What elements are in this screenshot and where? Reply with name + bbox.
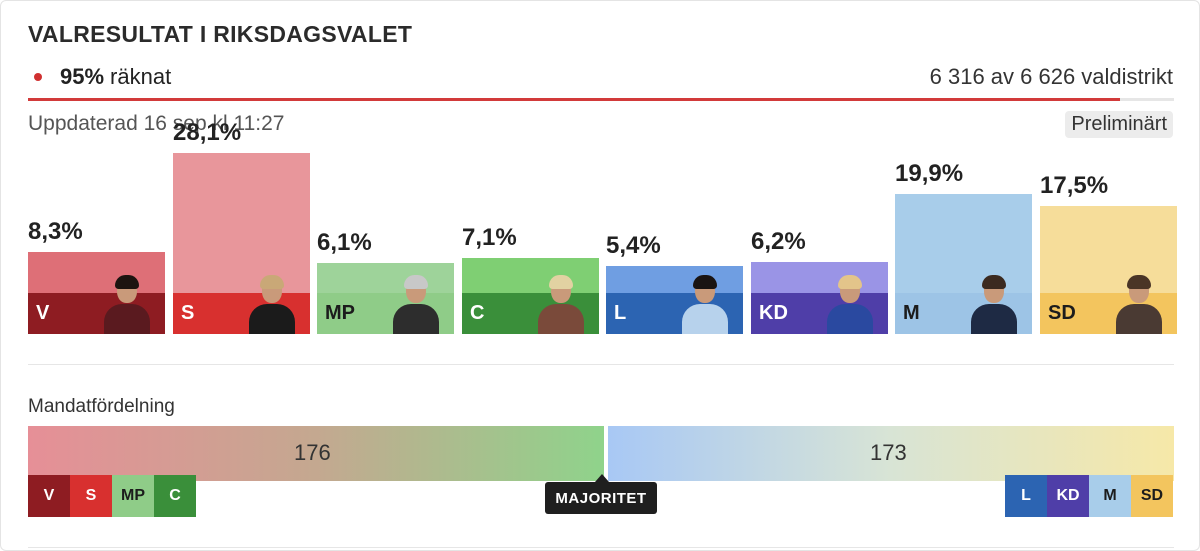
bottom-divider	[28, 547, 1174, 548]
left-bloc-bar: 176	[28, 426, 604, 481]
party-abbr-label: SD	[1048, 302, 1076, 324]
leader-sd-icon	[1116, 274, 1162, 334]
party-bar-s[interactable]: 28,1% S	[173, 0, 310, 334]
counted-status: 95% räknat	[28, 64, 171, 90]
bloc-party-mp[interactable]: MP	[112, 475, 154, 517]
majority-marker: MAJORITET	[545, 482, 657, 514]
counted-label: räknat	[110, 64, 172, 89]
majority-pointer-icon	[595, 474, 609, 482]
party-bar-fill	[462, 257, 599, 293]
party-percent-label: 6,1%	[317, 228, 372, 256]
leader-mp-icon	[393, 274, 439, 334]
party-bar-m[interactable]: 19,9% M	[895, 0, 1032, 334]
leader-kd-icon	[827, 274, 873, 334]
party-bar-fill	[606, 266, 743, 293]
left-bloc-parties: V S MP C	[28, 475, 196, 517]
party-bar-mp[interactable]: 6,1% MP	[317, 0, 454, 334]
party-percent-label: 17,5%	[1040, 171, 1109, 199]
party-abbr-label: KD	[759, 302, 788, 324]
bloc-party-v[interactable]: V	[28, 475, 70, 517]
leader-s-icon	[249, 274, 295, 334]
page-title: VALRESULTAT I RIKSDAGSVALET	[28, 21, 413, 47]
party-abbr-label: M	[903, 302, 920, 324]
bloc-party-sd[interactable]: SD	[1131, 475, 1173, 517]
party-bar-fill	[173, 152, 310, 293]
right-seat-count: 173	[870, 440, 907, 465]
bloc-party-c[interactable]: C	[154, 475, 196, 517]
leader-l-icon	[682, 274, 728, 334]
party-percent-label: 28,1%	[173, 118, 242, 146]
party-percent-label: 19,9%	[895, 159, 964, 187]
bloc-party-kd[interactable]: KD	[1047, 475, 1089, 517]
bloc-party-l[interactable]: L	[1005, 475, 1047, 517]
counted-percent: 95%	[60, 64, 105, 89]
party-percent-label: 7,1%	[462, 223, 517, 251]
district-count: 6 316 av 6 626 valdistrikt	[929, 64, 1173, 89]
party-bar-fill	[1040, 205, 1177, 293]
live-dot-icon	[34, 73, 42, 81]
party-abbr-label: S	[181, 302, 195, 324]
updated-timestamp: Uppdaterad 16 sep kl 11:27	[28, 112, 285, 135]
party-bar-sd[interactable]: 17,5% SD	[1040, 0, 1177, 334]
party-bar-l[interactable]: 5,4% L	[606, 0, 743, 334]
count-progress-bar	[28, 98, 1174, 101]
bloc-party-s[interactable]: S	[70, 475, 112, 517]
party-bar-fill	[28, 251, 165, 293]
right-bloc-parties: L KD M SD	[1005, 475, 1173, 517]
party-percent-label: 8,3%	[28, 217, 83, 245]
leader-c-icon	[538, 274, 584, 334]
party-percent-label: 5,4%	[606, 232, 661, 259]
count-progress-fill	[28, 98, 1121, 101]
party-bar-kd[interactable]: 6,2% KD	[751, 0, 888, 334]
party-abbr-label: V	[36, 302, 50, 324]
right-bloc-bar: 173	[608, 426, 1174, 481]
party-bar-fill	[751, 262, 888, 293]
leader-v-icon	[104, 274, 150, 334]
party-abbr-label: L	[614, 302, 627, 324]
leader-m-icon	[971, 274, 1017, 334]
party-abbr-label: C	[470, 302, 485, 324]
party-bar-c[interactable]: 7,1% C	[462, 0, 599, 334]
bloc-party-m[interactable]: M	[1089, 475, 1131, 517]
party-bar-fill	[895, 193, 1032, 293]
party-bar-v[interactable]: 8,3% V	[28, 0, 165, 334]
party-abbr-label: MP	[325, 302, 355, 324]
left-seat-count: 176	[294, 440, 331, 465]
party-bar-fill	[317, 262, 454, 293]
status-badge: Preliminärt	[1065, 111, 1173, 138]
party-percent-label: 6,2%	[751, 228, 806, 255]
mandat-label: Mandatfördelning	[28, 396, 175, 417]
section-divider	[28, 364, 1174, 365]
